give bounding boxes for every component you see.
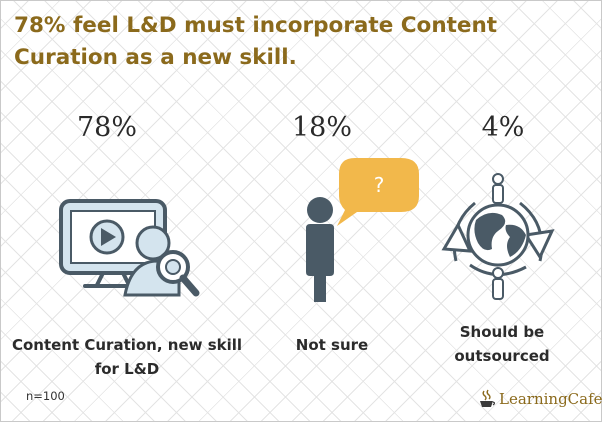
bubble-question-mark: ? bbox=[374, 173, 385, 197]
sample-size: n=100 bbox=[26, 389, 65, 403]
page-title: 78% feel L&D must incorporate Content Cu… bbox=[14, 13, 498, 70]
category-label-not-sure: Not sure bbox=[262, 333, 402, 357]
question-person-icon: ? bbox=[306, 158, 419, 302]
category-label-outsourced-line-1: Should be bbox=[459, 323, 545, 341]
stat-value-not-sure: 18% bbox=[291, 112, 352, 143]
category-label-outsourced: Should be outsourced bbox=[432, 320, 572, 368]
category-label-not-sure-line-1: Not sure bbox=[295, 336, 369, 354]
video-curation-icon bbox=[59, 199, 200, 297]
category-label-curation-line-2: for L&D bbox=[94, 360, 160, 378]
globe-outsource-icon bbox=[441, 173, 555, 300]
coffee-cup-icon bbox=[480, 389, 496, 407]
category-label-outsourced-line-2: outsourced bbox=[454, 347, 550, 365]
brand-logo: LearningCafe bbox=[478, 386, 602, 412]
category-label-curation-line-1: Content Curation, new skill bbox=[11, 336, 243, 354]
brand-name: LearningCafe bbox=[499, 390, 602, 408]
stat-value-outsourced: 4% bbox=[481, 112, 525, 143]
category-label-curation: Content Curation, new skill for L&D bbox=[4, 333, 250, 381]
stat-value-curation: 78% bbox=[76, 112, 137, 143]
